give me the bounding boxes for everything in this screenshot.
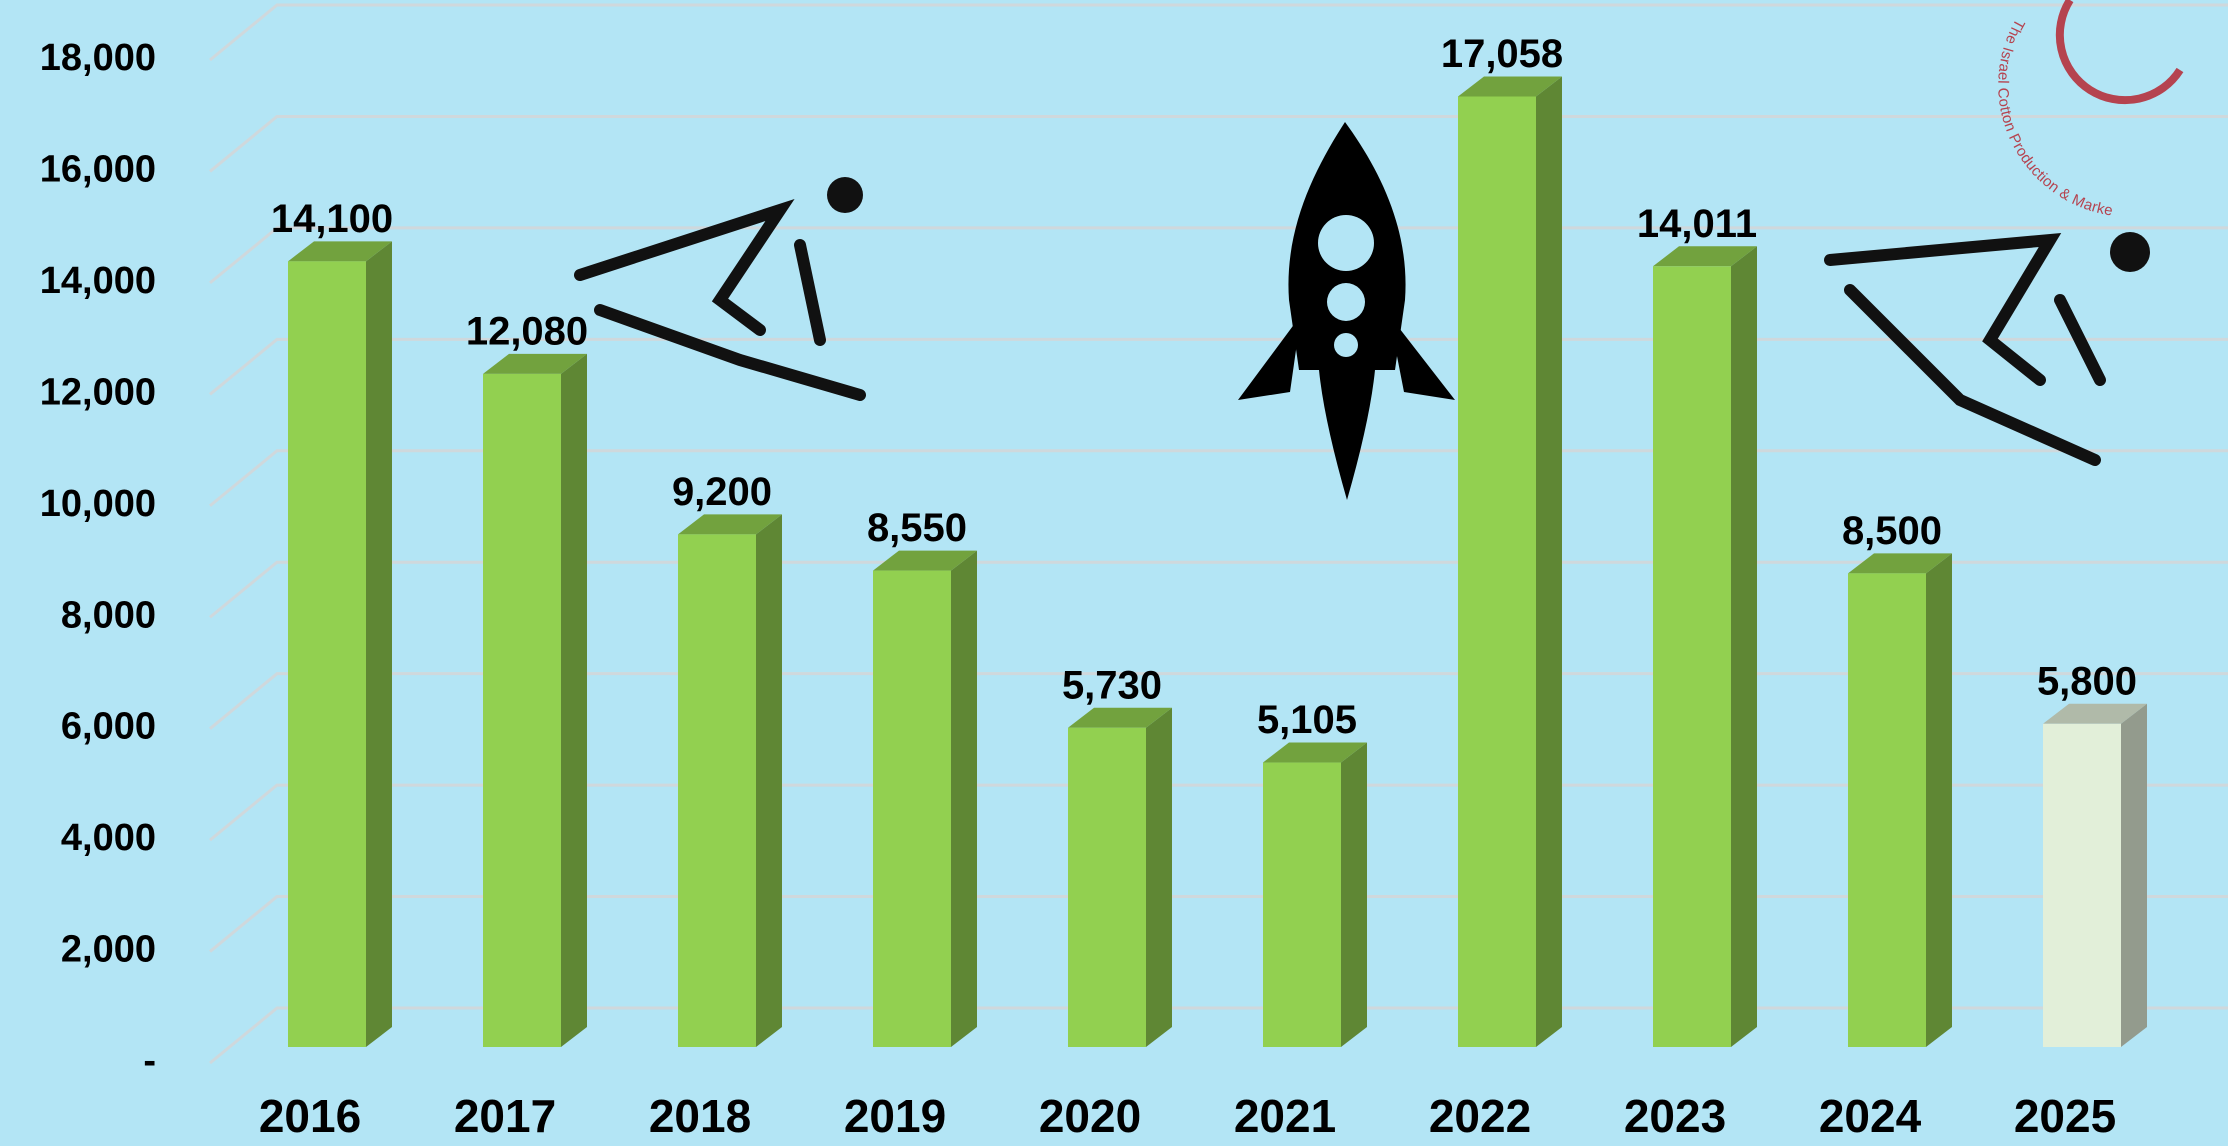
x-tick-label: 2017 xyxy=(454,1090,556,1142)
bar-side xyxy=(951,550,977,1047)
bar-top xyxy=(2043,703,2147,724)
y-tick-label: 6,000 xyxy=(61,706,156,748)
x-tick-label: 2019 xyxy=(844,1090,946,1142)
bar-top xyxy=(288,241,392,262)
value-label: 17,058 xyxy=(1441,32,1563,76)
bar xyxy=(1458,96,1536,1047)
bar xyxy=(678,534,756,1047)
x-tick-label: 2018 xyxy=(649,1090,751,1142)
grid-line xyxy=(209,895,2228,953)
value-label: 5,105 xyxy=(1257,698,1357,742)
bar-top xyxy=(1068,707,1172,728)
y-tick-label: 16,000 xyxy=(40,148,156,190)
bar-side xyxy=(2121,703,2147,1047)
bar-top xyxy=(1263,742,1367,763)
y-tick-label: 18,000 xyxy=(40,37,156,79)
y-tick-label: - xyxy=(143,1040,156,1082)
bar-side xyxy=(1731,246,1757,1047)
value-label: 14,100 xyxy=(271,197,393,241)
y-tick-label: 4,000 xyxy=(61,817,156,859)
grid-line xyxy=(209,449,2228,507)
bar-top xyxy=(1848,553,1952,574)
value-label: 14,011 xyxy=(1637,202,1757,246)
bar-top xyxy=(483,353,587,374)
bar xyxy=(483,373,561,1047)
skier-icon xyxy=(574,177,866,401)
x-tick-label: 2016 xyxy=(259,1090,361,1142)
logo-arc xyxy=(2055,0,2184,105)
bar-side xyxy=(1536,76,1562,1047)
bar xyxy=(1848,573,1926,1047)
x-tick-label: 2020 xyxy=(1039,1090,1141,1142)
decorations: The Israel Cotton Production & Marke xyxy=(574,0,2184,500)
grid-line xyxy=(209,1006,2228,1065)
bar-side xyxy=(1341,742,1367,1047)
y-tick-label: 12,000 xyxy=(40,371,156,413)
bar-side xyxy=(1146,707,1172,1047)
grid-line xyxy=(209,672,2228,730)
y-tick-label: 10,000 xyxy=(40,483,156,525)
grid-line xyxy=(209,226,2228,285)
bar xyxy=(1263,762,1341,1047)
rocket-window xyxy=(1334,333,1358,357)
grid-line xyxy=(209,3,2228,62)
bar-top xyxy=(1653,246,1757,267)
bar xyxy=(1068,727,1146,1047)
x-tick-label: 2022 xyxy=(1429,1090,1531,1142)
y-tick-label: 8,000 xyxy=(61,594,156,636)
grid-line xyxy=(209,560,2228,619)
bar xyxy=(2043,723,2121,1047)
value-label: 5,800 xyxy=(2037,659,2137,703)
bar-top xyxy=(678,514,782,535)
grid-line xyxy=(209,114,2228,173)
bar-side xyxy=(366,241,392,1048)
bar xyxy=(1653,266,1731,1047)
grid-line xyxy=(209,783,2228,842)
x-tick-label: 2024 xyxy=(1819,1090,1922,1142)
rocket-fins xyxy=(1238,315,1455,400)
bar-top xyxy=(1458,76,1562,97)
value-label: 9,200 xyxy=(672,470,772,514)
x-tick-label: 2021 xyxy=(1234,1090,1336,1142)
grid-line xyxy=(209,337,2228,396)
value-label: 5,730 xyxy=(1062,663,1162,707)
x-tick-label: 2025 xyxy=(2014,1090,2116,1142)
value-label: 8,550 xyxy=(867,506,967,550)
skier-icon xyxy=(1824,232,2150,466)
bar xyxy=(873,570,951,1047)
y-tick-label: 14,000 xyxy=(40,260,156,302)
value-label: 8,500 xyxy=(1842,509,1942,553)
bar xyxy=(288,261,366,1048)
y-tick-label: 2,000 xyxy=(61,929,156,971)
x-tick-label: 2023 xyxy=(1624,1090,1726,1142)
bar-side xyxy=(756,514,782,1047)
rocket-window xyxy=(1318,215,1374,271)
bar-side xyxy=(1926,553,1952,1047)
bar-side xyxy=(561,353,587,1047)
bar-top xyxy=(873,550,977,571)
rocket-window xyxy=(1327,283,1365,321)
value-label: 12,080 xyxy=(466,309,588,353)
